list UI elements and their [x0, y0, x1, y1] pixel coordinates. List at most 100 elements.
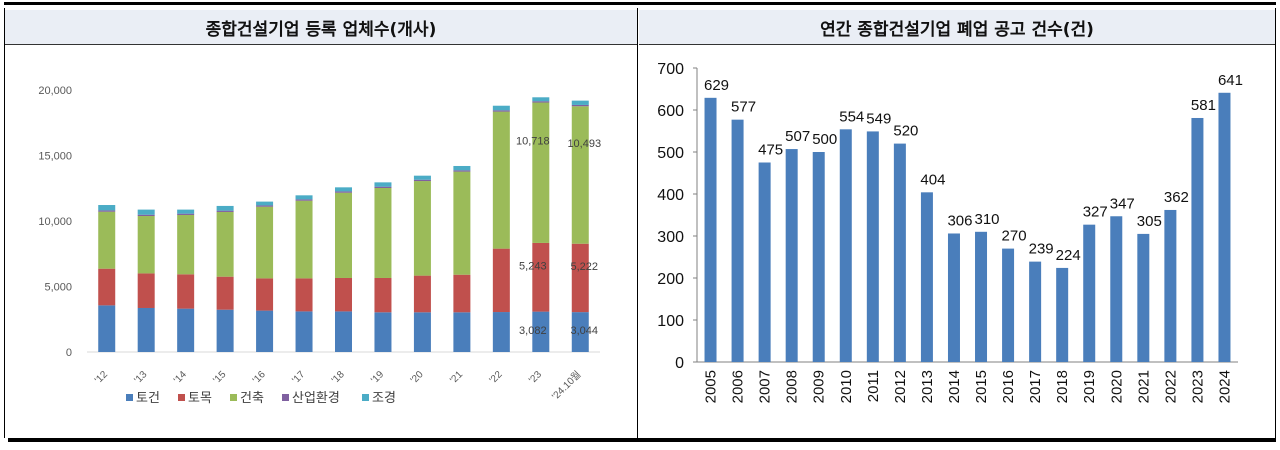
- x-tick-label: '23: [527, 369, 544, 386]
- bar-segment-조경: [256, 201, 274, 206]
- bar-2008: [785, 149, 798, 362]
- data-label: 5,243: [519, 260, 547, 272]
- data-label: 500: [812, 131, 837, 148]
- bar-2018: [1056, 267, 1069, 362]
- bar-segment-건축: [453, 171, 471, 275]
- data-label: 629: [704, 77, 729, 94]
- data-label: 5,222: [571, 261, 599, 273]
- y-tick-label: 500: [657, 145, 684, 162]
- bar-segment-조경: [177, 209, 195, 214]
- bar-segment-건축: [216, 211, 234, 277]
- x-tick-label: 2005: [703, 370, 720, 403]
- bar-segment-산업환경: [571, 104, 589, 107]
- right-chart-title: 연간 종합건설기업 폐업 공고 건수(건): [639, 10, 1275, 45]
- data-label: 362: [1164, 189, 1189, 206]
- bar-segment-산업환경: [177, 213, 195, 215]
- bar-segment-조경: [137, 209, 155, 215]
- data-label: 641: [1218, 72, 1243, 89]
- bar-segment-토건: [453, 312, 471, 352]
- x-tick-label: 2009: [811, 370, 828, 403]
- bar-segment-조경: [532, 97, 550, 102]
- bar-2009: [812, 152, 825, 362]
- bar-segment-산업환경: [256, 205, 274, 207]
- data-label: 581: [1191, 97, 1216, 114]
- stacked-bar-chart-registrations: 0 5,000 10,000 15,000 20,000 '12 '13 '14 '15 '16 '…: [38, 85, 601, 405]
- bar-segment-건축: [98, 211, 116, 269]
- x-tick-label: 2008: [784, 370, 801, 403]
- bar-2024: [1218, 92, 1231, 362]
- bar-segment-산업환경: [98, 210, 116, 212]
- bar-segment-건축: [532, 102, 550, 243]
- bar-segment-토건: [532, 311, 550, 352]
- top-rule: [4, 2, 1276, 5]
- data-label: 577: [731, 99, 756, 116]
- bar-segment-토목: [295, 278, 313, 312]
- bar-segment-토목: [216, 276, 234, 310]
- x-tick-label: '24.10월: [550, 368, 584, 402]
- bar-2021: [1137, 233, 1150, 362]
- bar-segment-토건: [295, 311, 313, 352]
- y-tick-label: 600: [657, 103, 684, 120]
- x-tick-label: 2018: [1054, 370, 1071, 403]
- bar-segment-토목: [413, 275, 431, 313]
- bar-segment-건축: [137, 216, 155, 274]
- bar-2010: [839, 129, 852, 362]
- bar-2016: [1002, 248, 1015, 362]
- bar-segment-토건: [413, 312, 431, 352]
- bar-2005: [704, 97, 717, 362]
- bar-segment-건축: [571, 106, 589, 244]
- bar-segment-토건: [256, 310, 274, 352]
- x-tick-label: '16: [251, 369, 268, 386]
- x-tick-label: 2015: [973, 370, 990, 403]
- bar-segment-조경: [374, 182, 392, 187]
- x-tick-label: '21: [448, 369, 465, 386]
- bar-segment-산업환경: [532, 101, 550, 103]
- bar-segment-토건: [374, 312, 392, 352]
- data-label: 3,082: [519, 325, 547, 337]
- bar-segment-산업환경: [374, 186, 392, 188]
- bar-segment-산업환경: [413, 179, 431, 182]
- bar-segment-산업환경: [137, 214, 155, 217]
- bottom-rule: [8, 438, 1276, 442]
- x-tick-label: '13: [132, 369, 149, 386]
- bar-segment-토건: [335, 311, 352, 352]
- data-label: 554: [839, 108, 864, 125]
- bar-2017: [1029, 261, 1042, 362]
- data-label: 10,718: [516, 136, 550, 148]
- bar-segment-건축: [374, 187, 392, 278]
- x-tick-label: '17: [290, 369, 307, 386]
- bar-segment-산업환경: [295, 199, 313, 201]
- x-tick-label: '19: [369, 369, 386, 386]
- x-tick-label: 2013: [919, 370, 936, 403]
- bar-2007: [758, 162, 771, 362]
- x-tick-label: '20: [409, 369, 426, 386]
- legend-label-산업환경: 산업환경: [292, 390, 340, 405]
- bar-segment-조경: [413, 175, 431, 180]
- bar-segment-토목: [177, 274, 195, 309]
- legend-label-토목: 토목: [188, 390, 212, 405]
- data-label: 270: [1002, 228, 1027, 245]
- y-tick-label: 10,000: [38, 216, 72, 228]
- x-tick-label: 2011: [865, 370, 882, 402]
- bar-chart-closures: 0 100 200 300 400 500 600 700 629 2005 577 2006 475 2…: [657, 61, 1243, 403]
- bar-2006: [731, 119, 744, 362]
- x-tick-label: 2006: [730, 370, 747, 403]
- left-chart-title: 종합건설기업 등록 업체수(개사): [5, 10, 637, 45]
- bar-segment-조경: [453, 165, 471, 171]
- bar-segment-산업환경: [453, 170, 471, 172]
- bar-segment-토목: [532, 242, 550, 312]
- data-label: 239: [1029, 241, 1054, 258]
- bar-segment-건축: [492, 111, 510, 249]
- data-label: 3,044: [571, 325, 599, 337]
- data-label: 507: [785, 128, 810, 145]
- legend-swatch: [230, 394, 237, 401]
- legend-swatch: [282, 394, 289, 401]
- bar-segment-건축: [335, 192, 352, 278]
- legend-label-건축: 건축: [240, 390, 264, 405]
- x-tick-label: '22: [488, 369, 505, 386]
- bar-segment-조경: [98, 205, 116, 211]
- x-tick-label: '14: [172, 369, 189, 386]
- y-tick-label: 700: [657, 61, 684, 78]
- data-label: 10,493: [567, 138, 601, 150]
- legend-swatch: [178, 394, 185, 401]
